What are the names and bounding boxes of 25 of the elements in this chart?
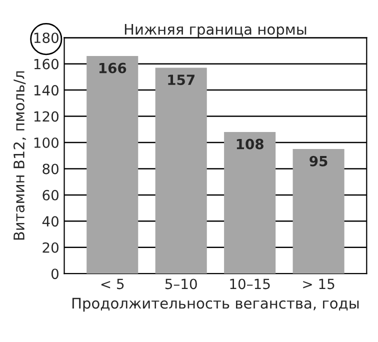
data-label: 166: [99, 62, 126, 74]
y-tick-label: 60: [42, 190, 58, 200]
y-tick-label: 160: [34, 58, 58, 70]
y-tick-label: 120: [34, 111, 58, 122]
bar: [155, 68, 207, 274]
x-axis-title: Продолжительность веганства, годы: [72, 298, 359, 312]
y-tick-label: 100: [34, 137, 58, 148]
y-tick-label: 80: [42, 164, 58, 174]
ref-line-label: Нижняя граница нормы: [124, 24, 306, 38]
y-tick-label: 20: [42, 242, 58, 253]
x-tick-label: > 15: [303, 278, 334, 290]
y-axis-title: Витамин B12, пмоль/л: [13, 71, 26, 240]
data-label: 108: [236, 138, 264, 150]
x-tick-label: 5–10: [165, 278, 197, 290]
y-tick-label: 180: [34, 32, 58, 44]
x-tick-label: < 5: [101, 278, 124, 290]
data-label: 157: [168, 74, 194, 86]
bar: [224, 132, 276, 274]
bar: [292, 149, 344, 274]
y-tick-label: 40: [42, 216, 58, 227]
y-tick-label: 140: [34, 85, 58, 96]
y-tick-label: 0: [51, 268, 58, 280]
bar: [86, 56, 138, 274]
data-label: 95: [310, 156, 328, 166]
x-tick-label: 10–15: [230, 278, 270, 290]
